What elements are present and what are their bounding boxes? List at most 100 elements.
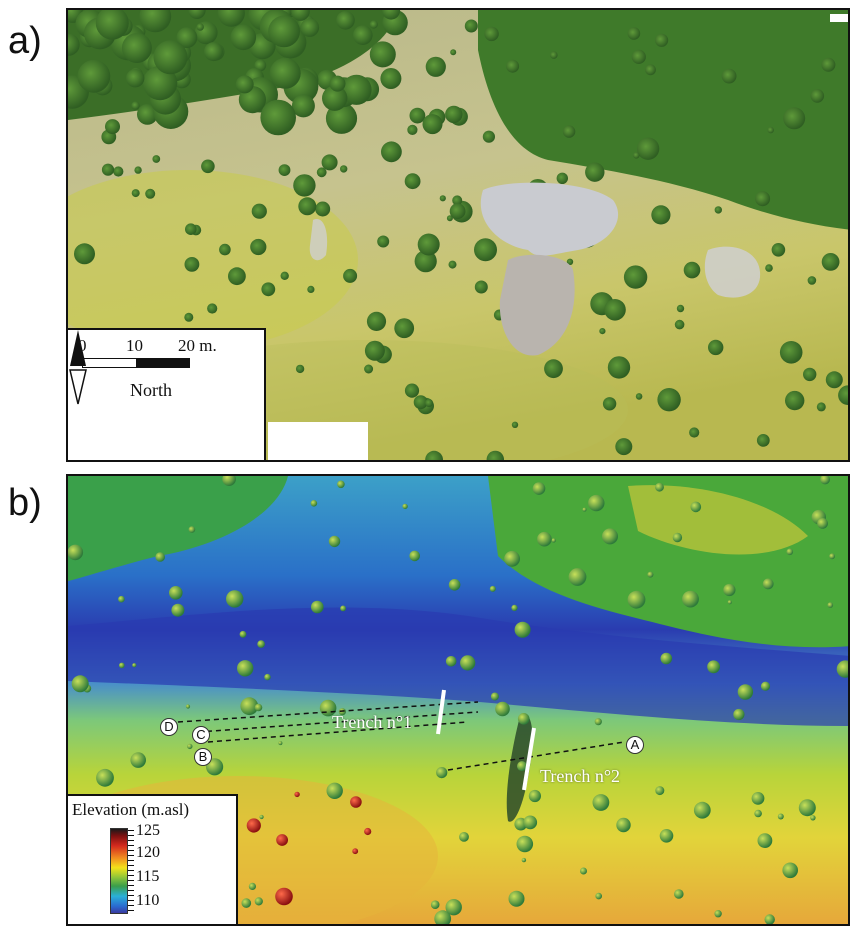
tree-canopy <box>291 10 310 21</box>
tree-relief <box>532 482 546 495</box>
tree-canopy <box>445 105 463 124</box>
tree-canopy <box>655 33 669 47</box>
tree-relief <box>226 590 244 608</box>
tree-relief <box>254 897 263 906</box>
tree-relief <box>206 758 224 776</box>
tree-canopy <box>184 257 200 272</box>
tree-relief <box>592 794 610 811</box>
tree-canopy <box>235 75 254 94</box>
no-data-patch <box>830 14 848 22</box>
trench-2-line <box>522 727 536 791</box>
tree-canopy <box>300 18 320 37</box>
tree-relief <box>130 752 146 768</box>
tree-canopy <box>131 101 140 110</box>
tree-relief <box>521 857 527 863</box>
tree-relief <box>185 704 191 709</box>
scale-bar <box>82 358 190 368</box>
tree-relief <box>459 832 469 842</box>
tree-relief <box>829 553 835 560</box>
tree-relief <box>627 590 646 609</box>
tree-canopy <box>407 124 418 135</box>
tree-canopy <box>68 33 80 56</box>
legend-minor-tick <box>128 845 134 846</box>
tree-canopy <box>101 163 115 176</box>
tree-relief <box>595 892 602 900</box>
tree-relief <box>733 708 745 721</box>
tree-relief <box>528 789 541 803</box>
tree-relief <box>580 867 587 875</box>
tree-canopy <box>139 10 172 33</box>
legend-minor-tick <box>128 905 134 906</box>
tree-canopy <box>142 65 178 101</box>
tree-relief <box>588 494 605 512</box>
tree-relief <box>248 882 256 890</box>
tree-relief <box>511 604 518 611</box>
tree-canopy <box>803 367 817 382</box>
tree-canopy <box>95 10 129 40</box>
tree-canopy <box>131 189 140 198</box>
tree-canopy <box>604 299 626 321</box>
legend-minor-tick <box>128 890 134 891</box>
tree-relief <box>188 526 196 533</box>
tree-canopy <box>439 195 446 202</box>
tree-canopy <box>484 26 499 42</box>
tree-canopy <box>380 68 402 89</box>
tree-canopy <box>550 51 558 59</box>
tree-relief <box>514 621 531 638</box>
tree-canopy <box>340 165 348 173</box>
profile-lines <box>177 701 625 771</box>
tree-canopy <box>134 166 142 174</box>
tree-relief <box>523 815 538 830</box>
legend-tick-110: 110 <box>136 892 160 909</box>
tree-canopy <box>336 11 355 30</box>
tree-canopy <box>636 137 660 160</box>
tree-relief <box>777 813 784 820</box>
tree-relief <box>672 532 683 543</box>
tree-relief <box>495 701 510 717</box>
tree-canopy <box>366 311 387 331</box>
tree-relief <box>257 640 265 648</box>
tree-canopy <box>607 356 631 379</box>
tree-canopy <box>291 94 315 118</box>
tree-canopy <box>566 258 574 265</box>
tree-canopy <box>645 64 656 76</box>
tree-canopy <box>627 27 641 40</box>
legend-minor-tick <box>128 855 134 856</box>
tree-relief <box>594 718 602 726</box>
tree-canopy <box>635 393 643 400</box>
tree-relief <box>239 630 247 638</box>
tree-relief <box>264 673 271 681</box>
legend-minor-tick <box>128 860 134 861</box>
tree-relief <box>275 887 293 906</box>
tree-canopy <box>755 191 771 207</box>
tree-canopy <box>821 253 840 271</box>
tree-relief <box>782 862 798 879</box>
legend-minor-tick <box>128 830 134 831</box>
legend-tick-120: 120 <box>136 844 160 861</box>
legend-minor-tick <box>128 875 134 876</box>
tree-relief <box>445 899 462 916</box>
tree-relief <box>310 500 318 507</box>
tree-relief <box>155 552 165 562</box>
tree-relief <box>448 579 461 591</box>
tree-relief <box>402 503 408 510</box>
legend-title: Elevation (m.asl) <box>72 800 190 819</box>
tree-relief <box>489 585 496 592</box>
tree-canopy <box>816 402 826 412</box>
tree-relief <box>278 741 283 746</box>
tree-relief <box>516 835 534 853</box>
panel-b-label: b) <box>8 482 42 524</box>
tree-canopy <box>425 56 446 77</box>
tree-relief <box>430 900 440 909</box>
legend-minor-tick <box>128 885 134 886</box>
legend-minor-tick <box>128 900 134 901</box>
tree-canopy <box>184 312 194 322</box>
tree-relief <box>328 535 341 548</box>
tree-canopy <box>293 174 316 197</box>
tree-canopy <box>188 10 206 19</box>
elevation-model-map: Trench n°1 Trench n°2 A B C D Elevation … <box>66 474 850 926</box>
tree-canopy <box>708 339 724 356</box>
tree-canopy <box>785 390 805 411</box>
tree-relief <box>460 655 476 671</box>
tree-canopy <box>343 268 358 283</box>
